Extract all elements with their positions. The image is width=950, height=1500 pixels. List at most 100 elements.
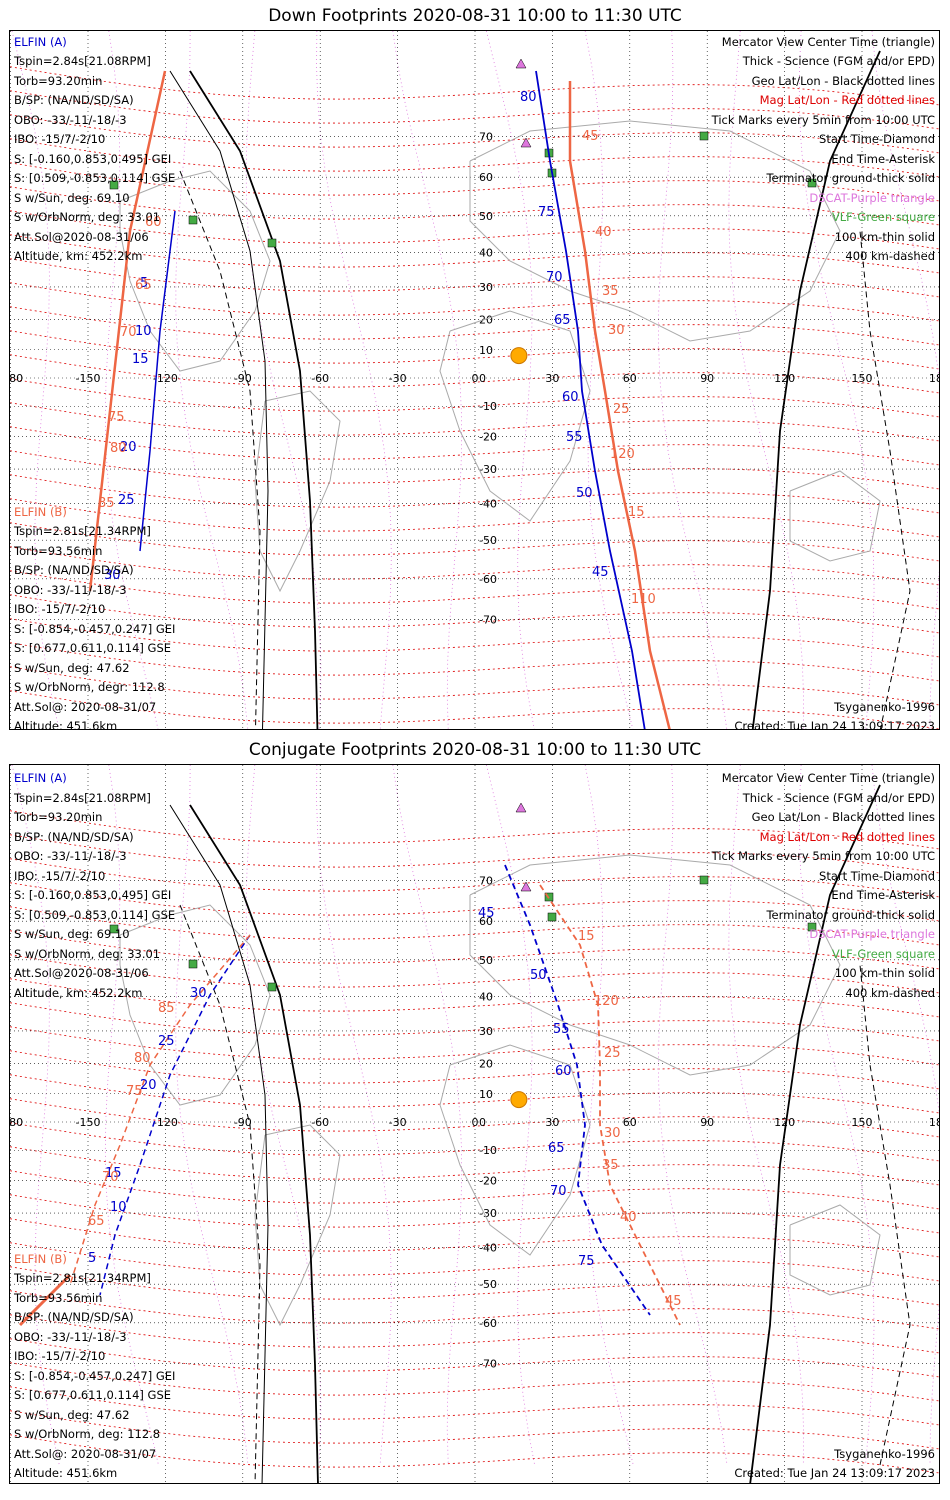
elfin-a-orbnorm: S w/OrbNorm, deg: 33.01 bbox=[14, 210, 161, 224]
mag-lon-line bbox=[392, 765, 462, 1466]
elfin-b-time-label: 75 bbox=[108, 410, 125, 425]
vlf-square bbox=[188, 215, 198, 225]
elfin-a-sun: S w/Sun, deg: 69.10 bbox=[14, 191, 130, 205]
map-canvas: 706050403020100-10-20-30-40-50-60-70-180… bbox=[10, 765, 940, 1483]
elfin-a-track bbox=[504, 864, 651, 1316]
elfin-b-time-label: 45 bbox=[582, 129, 599, 144]
south-america-outline bbox=[254, 1124, 341, 1327]
elfin-b-time-label: 30 bbox=[604, 1126, 621, 1141]
elfin-b-ibo: IBO: -15/7/-2/10 bbox=[14, 602, 106, 616]
elfin-a-time-label: 5 bbox=[140, 276, 148, 291]
elfin-a-track bbox=[535, 70, 646, 729]
elfin-b-time-label: 75 bbox=[126, 1084, 143, 1099]
mag-lon-line bbox=[486, 31, 535, 729]
mag-lat-line bbox=[10, 666, 939, 706]
panel-title: Down Footprints 2020-08-31 10:00 to 11:3… bbox=[268, 6, 682, 26]
elfin-a-gse: S: [0.509,-0.853,0.114] GSE bbox=[14, 908, 176, 922]
vlf-square bbox=[267, 982, 277, 992]
elfin-a-time-label: 20 bbox=[120, 440, 137, 455]
elfin-b-title: ELFIN (B) bbox=[14, 505, 67, 519]
elfin-b-time-label: 35 bbox=[602, 1158, 619, 1173]
elfin-b-time-label: 80 bbox=[134, 1051, 151, 1066]
lon-tick-label: -150 bbox=[76, 1116, 101, 1129]
mag-lat-line bbox=[10, 810, 939, 850]
lat-tick-label: -50 bbox=[479, 1278, 497, 1291]
terminator-400km bbox=[859, 230, 911, 729]
elfin-a-gse: S: [0.509,-0.853,0.114] GSE bbox=[14, 171, 176, 185]
mag-lat-line bbox=[10, 618, 939, 658]
elfin-b-bsp: B/SP: (NA/ND/SD/SA) bbox=[14, 1310, 134, 1324]
elfin-a-time-label: 20 bbox=[140, 1078, 157, 1093]
elfin-a-time-label: 70 bbox=[546, 270, 563, 285]
mag-lat-line bbox=[10, 1434, 939, 1474]
elfin-b-time-label: 65 bbox=[135, 278, 152, 293]
south-america-outline bbox=[254, 390, 341, 593]
lat-tick-label: 30 bbox=[479, 1025, 493, 1038]
lon-tick-label: 150 bbox=[852, 372, 873, 385]
legend-100km: 100 km-thin solid bbox=[834, 230, 935, 244]
lat-tick-label: 30 bbox=[479, 281, 493, 294]
mag-lat-line bbox=[10, 258, 939, 298]
lat-tick-label: 0 bbox=[479, 372, 486, 385]
mag-lat-line bbox=[10, 1194, 939, 1234]
model-label: Tsyganenko-1996 bbox=[834, 700, 935, 714]
lat-tick-label: 10 bbox=[479, 344, 493, 357]
mag-lon-line bbox=[316, 765, 392, 1466]
elfin-b-time-label: 25 bbox=[613, 402, 630, 417]
elfin-a-time-label: 60 bbox=[555, 1064, 572, 1079]
dscat-triangle bbox=[520, 881, 532, 892]
lat-tick-label: 20 bbox=[479, 313, 493, 326]
lat-tick-label: -60 bbox=[479, 1317, 497, 1330]
elfin-b-tspin: Tspin=2.81s[21.34RPM] bbox=[14, 1271, 151, 1285]
legend-end: End Time-Asterisk bbox=[831, 152, 935, 166]
lon-tick-label: 150 bbox=[852, 1116, 873, 1129]
elfin-b-bsp: B/SP: (NA/ND/SD/SA) bbox=[14, 563, 134, 577]
mag-lat-line bbox=[10, 1314, 939, 1354]
elfin-b-sun: S w/Sun, deg: 47.62 bbox=[14, 661, 130, 675]
elfin-a-title: ELFIN (A) bbox=[14, 35, 67, 49]
elfin-b-gei: S: [-0.854,-0.457,0.247] GEI bbox=[14, 1369, 176, 1383]
vlf-square bbox=[807, 178, 817, 188]
mag-lat-line bbox=[10, 1218, 939, 1258]
elfin-a-time-label: 65 bbox=[554, 313, 571, 328]
eurasia-outline bbox=[469, 854, 841, 1076]
lon-tick-label: 0 bbox=[472, 372, 479, 385]
elfin-a-time-label: 50 bbox=[576, 486, 593, 501]
elfin-b-track bbox=[568, 81, 671, 729]
lon-tick-label: 120 bbox=[774, 372, 795, 385]
elfin-a-time-label: 15 bbox=[105, 1166, 122, 1181]
legend-center-time: Mercator View Center Time (triangle) bbox=[721, 35, 935, 49]
vlf-square bbox=[188, 959, 198, 969]
lat-tick-label: 60 bbox=[479, 915, 493, 928]
elfin-b-science-segment bbox=[18, 1273, 72, 1327]
sun-icon bbox=[510, 347, 528, 365]
panel-title: Conjugate Footprints 2020-08-31 10:00 to… bbox=[248, 740, 702, 760]
elfin-b-time-label: 110 bbox=[631, 592, 656, 607]
elfin-a-time-label: 30 bbox=[104, 568, 121, 583]
lon-tick-label: -150 bbox=[76, 372, 101, 385]
mag-lat-line bbox=[10, 858, 939, 898]
legend-center-time: Mercator View Center Time (triangle) bbox=[721, 771, 935, 785]
terminator-line bbox=[189, 70, 319, 729]
mag-lat-line bbox=[10, 546, 939, 586]
elfin-b-altitude: Altitude: 451.6km bbox=[14, 719, 118, 730]
elfin-a-time-label: 60 bbox=[562, 390, 579, 405]
mag-lon-line bbox=[798, 31, 875, 729]
elfin-a-sun: S w/Sun, deg: 69.10 bbox=[14, 927, 130, 941]
elfin-b-orbnorm: S w/OrbNorm, deg: 112.8 bbox=[14, 1427, 161, 1441]
mag-lat-line bbox=[10, 1002, 939, 1042]
elfin-b-altitude: Altitude: 451.6km bbox=[14, 1466, 118, 1480]
sun-icon bbox=[510, 1091, 528, 1109]
mag-lat-line bbox=[10, 498, 939, 538]
lon-tick-label: 180 bbox=[929, 1116, 940, 1129]
lat-tick-label: -10 bbox=[479, 400, 497, 413]
terminator-line bbox=[749, 784, 881, 1483]
mag-lat-line bbox=[10, 402, 939, 442]
mag-lon-line bbox=[104, 765, 159, 1466]
lon-tick-label: 60 bbox=[623, 1116, 637, 1129]
elfin-a-obo: OBO: -33/-11/-18/-3 bbox=[14, 849, 127, 863]
legend-400km: 400 km-dashed bbox=[845, 249, 935, 263]
elfin-a-tspin: Tspin=2.84s[21.08RPM] bbox=[14, 54, 151, 68]
elfin-a-altitude: Altitude, km: 452.2km bbox=[14, 986, 143, 1000]
lat-tick-label: -40 bbox=[479, 1242, 497, 1255]
